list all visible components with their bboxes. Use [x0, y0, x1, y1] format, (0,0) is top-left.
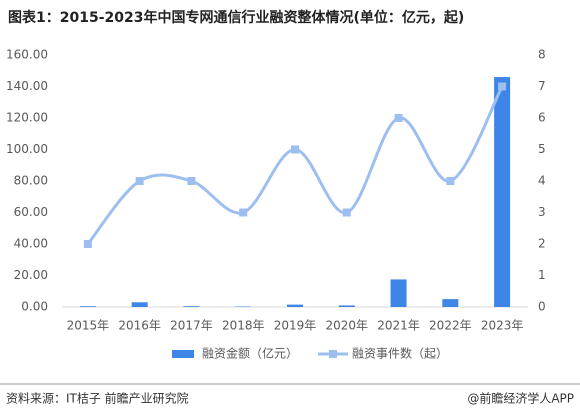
x-tick-label: 2021年	[377, 319, 420, 333]
x-tick-label: 2023年	[481, 319, 524, 333]
line-marker	[394, 114, 403, 122]
y-tick-label: 40.00	[14, 237, 48, 251]
source: 资料来源：IT桔子 前瞻产业研究院	[6, 391, 189, 406]
y-tick-label: 0.00	[21, 300, 48, 314]
bar	[494, 77, 511, 307]
x-tick-label: 2017年	[170, 319, 213, 333]
x-tick-label: 2022年	[429, 319, 472, 333]
line-marker	[83, 240, 92, 248]
y-tick-label: 100.00	[6, 142, 48, 156]
y-tick-label: 20.00	[14, 268, 48, 282]
y2-tick-label: 3	[538, 205, 546, 219]
y-tick-label: 160.00	[6, 48, 48, 62]
y2-tick-label: 5	[538, 142, 546, 156]
line-marker	[342, 208, 351, 217]
bar	[442, 299, 459, 307]
bar	[338, 305, 355, 307]
y-tick-label: 80.00	[14, 174, 48, 188]
x-tick-label: 2016年	[118, 319, 161, 333]
y2-tick-label: 0	[538, 300, 546, 314]
y2-tick-label: 1	[538, 268, 546, 282]
x-tick-label: 2015年	[67, 319, 110, 333]
y2-tick-label: 8	[538, 48, 546, 62]
line-marker	[446, 177, 455, 185]
x-tick-label: 2019年	[274, 319, 317, 333]
y2-tick-label: 4	[538, 174, 546, 188]
y-tick-label: 140.00	[6, 79, 48, 93]
legend-swatch	[172, 350, 194, 358]
credit: @前瞻经济学人APP	[467, 391, 574, 406]
chart-title: 图表1：2015-2023年中国专网通信行业融资整体情况(单位：亿元，起)	[8, 9, 464, 26]
legend-label: 融资事件数（起）	[352, 346, 448, 361]
y2-tick-label: 6	[538, 111, 546, 125]
line-marker	[135, 177, 144, 185]
y-tick-label: 120.00	[6, 111, 48, 125]
line-marker	[291, 145, 299, 154]
legend-swatch	[329, 350, 337, 358]
x-tick-label: 2018年	[222, 319, 265, 333]
x-tick-label: 2020年	[326, 319, 369, 333]
line	[86, 85, 504, 245]
y2-tick-label: 2	[538, 237, 546, 251]
line-marker	[239, 208, 248, 217]
bar	[287, 304, 303, 307]
bar	[183, 306, 200, 307]
bar	[390, 279, 407, 307]
bar	[131, 302, 148, 307]
bar	[79, 306, 96, 307]
y2-tick-label: 7	[538, 79, 546, 93]
legend-label: 融资金额（亿元）	[202, 346, 298, 361]
line-marker	[498, 82, 507, 91]
line-marker	[187, 177, 196, 185]
y-tick-label: 60.00	[14, 205, 48, 219]
